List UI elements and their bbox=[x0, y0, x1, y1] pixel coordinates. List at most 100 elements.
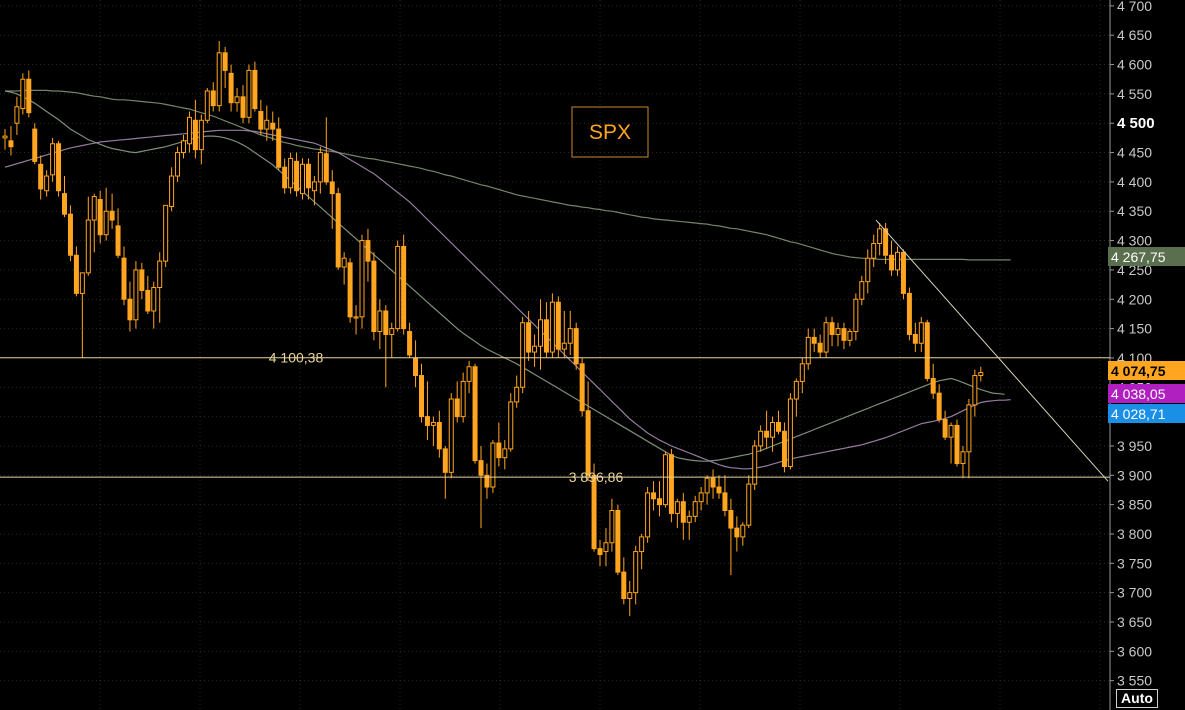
candle-body bbox=[413, 357, 419, 377]
candle-body bbox=[186, 116, 192, 145]
candle bbox=[859, 275, 865, 306]
candle bbox=[692, 495, 698, 523]
candle-body bbox=[246, 69, 252, 118]
candle-body bbox=[686, 515, 692, 523]
price-tag-label: 4 038,05 bbox=[1111, 386, 1166, 402]
candle-body bbox=[466, 366, 472, 382]
candle-body bbox=[662, 454, 668, 506]
candle bbox=[645, 487, 651, 543]
candle bbox=[14, 96, 20, 135]
candle bbox=[752, 440, 758, 490]
candle bbox=[67, 205, 73, 262]
candle bbox=[79, 272, 85, 358]
candle-body bbox=[341, 257, 347, 268]
candle-body bbox=[954, 424, 960, 465]
candle-body bbox=[252, 69, 258, 110]
candle-body bbox=[97, 199, 103, 236]
candle-body bbox=[79, 272, 85, 294]
candle bbox=[549, 293, 555, 358]
candle bbox=[311, 176, 317, 206]
candle bbox=[401, 234, 407, 335]
candle-body bbox=[549, 301, 555, 353]
candle-body bbox=[668, 454, 674, 514]
candle-body bbox=[32, 128, 38, 162]
candle-body bbox=[50, 143, 56, 176]
candle-body bbox=[442, 448, 448, 473]
candle bbox=[526, 310, 532, 361]
candle bbox=[817, 334, 823, 358]
candle-body bbox=[704, 477, 710, 494]
candle bbox=[395, 240, 401, 332]
candle-body bbox=[603, 542, 609, 553]
moving-average-line bbox=[4, 90, 1005, 462]
candle bbox=[674, 498, 680, 529]
candle-body bbox=[710, 477, 716, 488]
candle bbox=[906, 287, 912, 341]
candle bbox=[419, 363, 424, 423]
candle-body bbox=[621, 571, 627, 600]
candle-body bbox=[680, 501, 686, 523]
candle-body bbox=[591, 474, 597, 550]
candle bbox=[490, 440, 496, 493]
candle-body bbox=[924, 322, 930, 379]
candle-body bbox=[181, 140, 186, 154]
candle bbox=[776, 410, 781, 435]
y-tick-label: 3 750 bbox=[1117, 555, 1152, 571]
candle-body bbox=[317, 152, 323, 183]
candle bbox=[329, 170, 335, 229]
y-tick-label: 3 800 bbox=[1117, 526, 1152, 542]
candle bbox=[436, 410, 442, 458]
candle bbox=[966, 399, 972, 479]
candle bbox=[192, 99, 198, 159]
candle-body bbox=[805, 336, 811, 365]
candle-body bbox=[305, 163, 311, 189]
candle-body bbox=[359, 240, 365, 318]
candle bbox=[44, 170, 50, 197]
candle-body bbox=[496, 442, 502, 459]
candle bbox=[460, 372, 466, 423]
candle-body bbox=[716, 486, 722, 494]
candle bbox=[978, 366, 984, 382]
price-tag-bg bbox=[1108, 247, 1185, 266]
candle-body bbox=[484, 474, 490, 488]
candle bbox=[26, 70, 32, 118]
trendline[interactable] bbox=[875, 219, 1109, 482]
candle bbox=[865, 249, 871, 294]
grid bbox=[0, 0, 1110, 710]
candle-body bbox=[764, 430, 770, 438]
candle-body bbox=[912, 333, 918, 344]
candle-body bbox=[865, 257, 871, 283]
candle bbox=[627, 580, 633, 617]
candle bbox=[341, 252, 347, 285]
y-tick-label: 4 450 bbox=[1117, 145, 1152, 161]
auto-scale-button[interactable]: Auto bbox=[1116, 689, 1158, 708]
candle bbox=[508, 393, 514, 452]
candle-body bbox=[323, 153, 329, 183]
price-tag-bg bbox=[1108, 361, 1185, 380]
candle-body bbox=[85, 219, 91, 274]
y-tick-label: 3 700 bbox=[1117, 585, 1152, 601]
candle-body bbox=[424, 416, 430, 426]
candle-body bbox=[877, 228, 883, 245]
candle bbox=[764, 410, 770, 449]
candle-body bbox=[240, 96, 246, 118]
candle bbox=[62, 176, 67, 218]
candle bbox=[163, 204, 169, 267]
candle-body bbox=[353, 316, 359, 319]
price-tag-label: 4 074,75 bbox=[1111, 363, 1166, 379]
candle bbox=[930, 363, 936, 400]
candle bbox=[133, 261, 139, 329]
candle bbox=[746, 475, 752, 529]
candle-body bbox=[722, 492, 728, 511]
candle-body bbox=[288, 157, 294, 189]
candle-body bbox=[966, 404, 972, 453]
candle bbox=[799, 357, 805, 394]
candle bbox=[698, 487, 704, 511]
candle-body bbox=[657, 498, 662, 506]
y-tick-label: 4 400 bbox=[1117, 174, 1152, 190]
candle bbox=[787, 393, 793, 470]
symbol-label: SPX bbox=[589, 121, 631, 144]
candle-body bbox=[645, 492, 651, 538]
candle bbox=[109, 193, 115, 229]
candle-body bbox=[847, 331, 853, 341]
